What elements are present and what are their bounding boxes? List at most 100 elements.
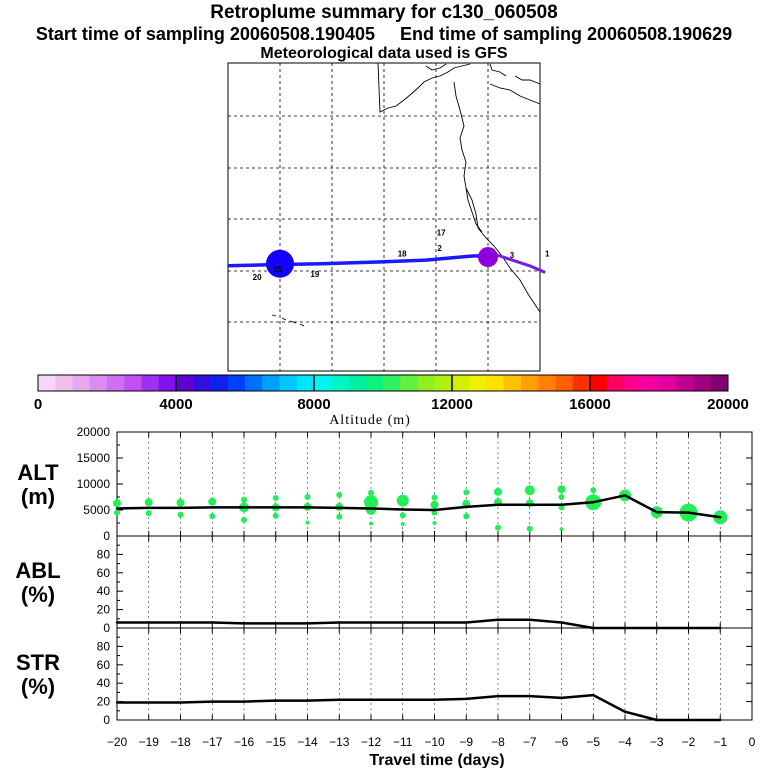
series-point xyxy=(242,506,246,509)
x-tick-label: −16 xyxy=(234,735,255,749)
y-tick-label: 80 xyxy=(97,639,111,653)
y-tick-label: 60 xyxy=(97,658,111,672)
x-tick-label: −1 xyxy=(713,735,727,749)
y-tick-label: 40 xyxy=(97,676,111,690)
x-tick-label: −13 xyxy=(329,735,350,749)
altitude-dot xyxy=(463,489,470,496)
colorbar-swatch xyxy=(89,375,108,391)
colorbar-axis-label: Altitude (m) xyxy=(329,413,411,428)
series-point xyxy=(433,621,436,624)
panel-ylabel-unit: (%) xyxy=(21,582,55,607)
map-day-label: 2 xyxy=(437,244,442,253)
colorbar-swatch xyxy=(331,375,349,391)
colorbar-swatch xyxy=(521,375,539,391)
x-tick-label: −18 xyxy=(170,735,191,749)
series-point xyxy=(338,506,341,510)
altitude-dot xyxy=(241,496,247,503)
x-tick-label: −15 xyxy=(266,735,287,749)
series-point xyxy=(274,506,277,509)
colorbar-swatch xyxy=(607,375,625,391)
panel-str: 0 20 40 60 80 STR(%) xyxy=(16,627,753,727)
y-tick-label: 20 xyxy=(97,695,111,709)
altitude-dot xyxy=(559,527,564,532)
series-point xyxy=(623,710,627,713)
altitude-dot xyxy=(114,509,120,516)
colorbar-swatch xyxy=(710,375,729,391)
altitude-dot xyxy=(305,520,310,525)
colorbar-swatch xyxy=(590,375,608,391)
altitude-dot xyxy=(369,521,373,526)
series-point xyxy=(719,516,722,519)
altitude-dot xyxy=(494,487,502,496)
colorbar-swatch xyxy=(538,375,556,391)
colorbar-swatch xyxy=(72,375,91,391)
series-point xyxy=(115,621,119,624)
colorbar-tick-label: 4000 xyxy=(159,396,192,413)
colorbar-swatch xyxy=(176,375,194,391)
series-point xyxy=(687,511,690,514)
time-series-panels: 05000100001500020000ALT(m)020406080ABL(%… xyxy=(15,425,755,768)
x-tick-label: −4 xyxy=(618,735,632,749)
colorbar-swatch xyxy=(38,375,56,391)
altitude-dot xyxy=(272,512,279,519)
altitude-dot xyxy=(304,494,311,500)
y-tick-label: 20000 xyxy=(77,425,111,439)
altitude-dot xyxy=(366,505,376,515)
altitude-dot xyxy=(336,491,343,498)
series-point xyxy=(433,508,436,512)
y-tick-label: 40 xyxy=(97,584,111,598)
x-tick-label: 0 xyxy=(749,735,756,749)
series-point xyxy=(179,506,182,510)
series-point xyxy=(465,505,468,509)
series-point xyxy=(242,700,246,703)
map-day-label: 19 xyxy=(310,270,319,279)
track-east-segment xyxy=(497,254,546,274)
altitude-dot xyxy=(241,516,247,523)
y-tick-label: 20 xyxy=(97,603,111,617)
colorbar-swatch xyxy=(555,375,574,391)
met-data-label: Meteorological data used is GFS xyxy=(260,45,508,62)
colorbar-swatch xyxy=(365,375,384,391)
x-tick-label: −17 xyxy=(202,735,223,749)
map-day-label: 3 xyxy=(510,251,515,260)
colorbar-swatch xyxy=(434,375,453,391)
x-tick-label: −10 xyxy=(424,735,445,749)
map-day-label: 17 xyxy=(437,228,446,237)
altitude-dot xyxy=(336,513,343,520)
colorbar-swatch xyxy=(641,375,660,391)
map-day-label: 15 xyxy=(273,265,282,274)
colorbar-swatch xyxy=(227,375,246,391)
series-point xyxy=(528,503,531,506)
series-point xyxy=(592,693,595,697)
series-point xyxy=(560,696,563,700)
altitude-dot xyxy=(526,525,533,532)
series-point xyxy=(338,698,341,701)
altitude-dot xyxy=(432,521,437,525)
map-day-label: 20 xyxy=(253,273,262,282)
plume-marker-small xyxy=(478,247,498,268)
y-tick-label: 80 xyxy=(97,547,111,561)
map-graticule xyxy=(228,63,540,371)
colorbar-swatch xyxy=(486,375,505,391)
y-tick-label: 15000 xyxy=(77,451,111,465)
altitude-dot xyxy=(208,497,217,506)
colorbar-tick-label: 0 xyxy=(34,396,42,413)
altitude-dot xyxy=(176,498,185,507)
colorbar-swatch xyxy=(279,375,298,391)
coastline xyxy=(271,62,541,327)
x-tick-label: −3 xyxy=(650,735,664,749)
series-point xyxy=(147,701,150,704)
series-point xyxy=(179,701,182,704)
colorbar-swatch xyxy=(676,375,694,391)
colorbar-swatch xyxy=(124,375,142,391)
panel-alt: 0 5000 10000 15000 20000 ALT(m) xyxy=(17,425,753,543)
x-tick-label: −5 xyxy=(586,735,600,749)
panel-ylabel: ALT xyxy=(17,460,59,485)
series-point xyxy=(306,622,309,625)
series-point xyxy=(655,718,658,722)
altitude-dot xyxy=(557,485,566,494)
colorbar-swatch xyxy=(193,375,211,391)
series-point xyxy=(211,506,214,509)
series-point xyxy=(147,621,150,624)
